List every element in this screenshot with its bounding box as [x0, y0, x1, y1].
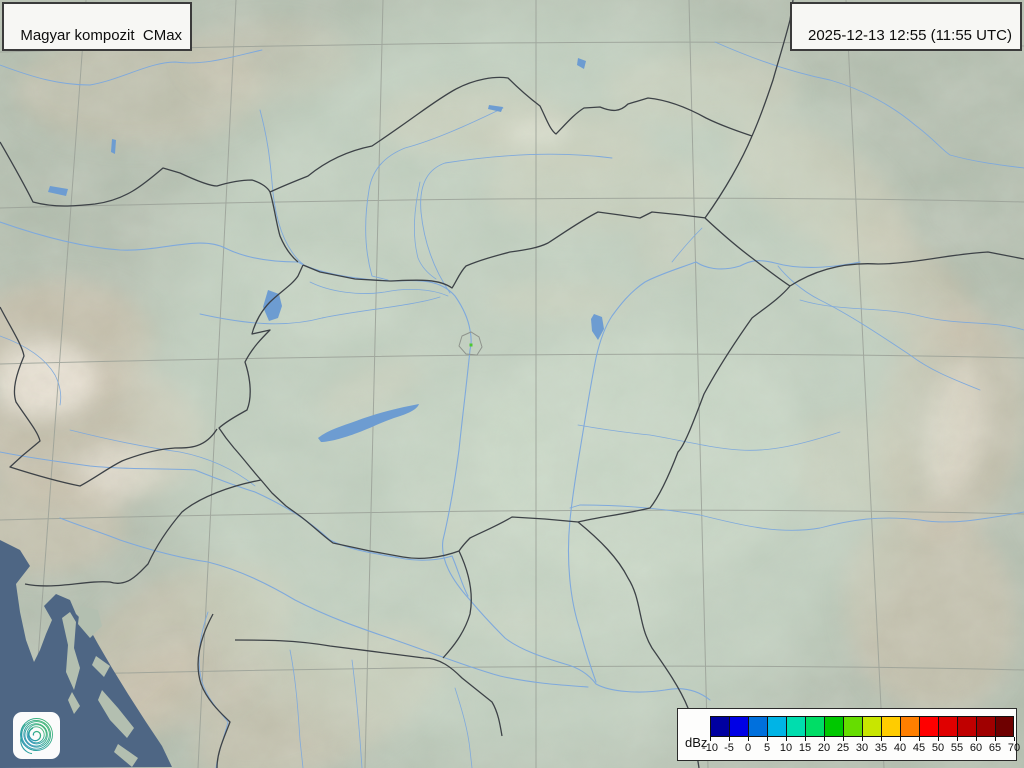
drava-river: [0, 451, 469, 597]
legend-color-cell: [786, 716, 805, 737]
legend-tick-mark: [1014, 737, 1015, 741]
legend-tick-label: 60: [969, 742, 983, 754]
dbz-legend: dBz -10 -5 0 5 10 15 20 25 30 35 40 45 50 55 60 65 70: [677, 708, 1020, 761]
legend-color-cell: [957, 716, 976, 737]
lakes-layer: [48, 58, 604, 442]
legend-color-cell: [729, 716, 748, 737]
timestamp-box: 2025-12-13 12:55 (11:55 UTC): [789, 2, 1022, 51]
product-label-box: Magyar kompozit CMax: [2, 2, 193, 51]
legend-tick-label: 15: [798, 742, 812, 754]
raba-river: [199, 296, 441, 325]
legend-tick-label: 70: [1007, 742, 1021, 754]
legend-tick-label: -5: [724, 742, 734, 754]
legend-tick-label: -10: [702, 742, 718, 754]
legend-color-cell: [843, 716, 862, 737]
legend-tick-label: 30: [855, 742, 869, 754]
sava-river: [59, 517, 589, 688]
legend-color-cell: [995, 716, 1014, 737]
legend-tick-mark: [919, 737, 920, 741]
legend-tick-mark: [767, 737, 768, 741]
hron-river: [420, 153, 613, 294]
legend-tick-label: 45: [912, 742, 926, 754]
legend-color-cell: [881, 716, 900, 737]
timestamp-label: 2025-12-13 12:55 (11:55 UTC): [807, 27, 1012, 44]
vah-river: [365, 107, 504, 281]
legend-tick-mark: [938, 737, 939, 741]
lake-balaton: [318, 404, 419, 442]
adriatic-sea: [0, 540, 172, 768]
adriatic-islands: [62, 606, 138, 767]
radar-coverage-area: [107, 0, 963, 768]
legend-tick-label: 25: [836, 742, 850, 754]
legend-color-cell: [919, 716, 938, 737]
legend-tick-label: 20: [817, 742, 831, 754]
legend-tick-label: 35: [874, 742, 888, 754]
legend-color-cell: [938, 716, 957, 737]
legend-unit-label: dBz: [685, 735, 708, 750]
legend-color-cell: [824, 716, 843, 737]
morava-river: [259, 109, 304, 265]
legend-tick-mark: [995, 737, 996, 741]
legend-color-scale: [710, 716, 1014, 737]
legend-color-cell: [748, 716, 767, 737]
legend-tick-mark: [805, 737, 806, 741]
legend-tick-mark: [710, 737, 711, 741]
hungaromet-spiral-logo-icon: [20, 718, 53, 755]
legend-tick-mark: [786, 737, 787, 741]
danube-river: [0, 221, 711, 701]
legend-tick-mark: [824, 737, 825, 741]
legend-tick-label: 40: [893, 742, 907, 754]
legend-tick-label: 0: [744, 742, 752, 754]
legend-tick-label: 10: [779, 742, 793, 754]
legend-tick-mark: [957, 737, 958, 741]
budapest-city-outline: [458, 331, 483, 356]
legend-tick-mark: [900, 737, 901, 741]
mura-river: [69, 429, 256, 487]
legend-tick-labels: -10 -5 0 5 10 15 20 25 30 35 40 45 50 55 60 65 70: [702, 737, 1020, 759]
legend-tick-label: 50: [931, 742, 945, 754]
legend-tick-mark: [976, 737, 977, 741]
legend-tick-mark: [729, 737, 730, 741]
somes-river: [777, 265, 981, 391]
mures-river: [569, 504, 1024, 531]
legend-color-cell: [767, 716, 786, 737]
legend-tick-label: 55: [950, 742, 964, 754]
met-service-logo: [13, 712, 60, 759]
legend-color-cell: [976, 716, 995, 737]
lake-tisza: [591, 314, 604, 340]
legend-color-cell: [710, 716, 729, 737]
legend-tick-mark: [748, 737, 749, 741]
legend-tick-label: 5: [763, 742, 771, 754]
tisza-river: [567, 260, 861, 683]
legend-tick-mark: [881, 737, 882, 741]
legend-tick-mark: [862, 737, 863, 741]
legend-color-cell: [900, 716, 919, 737]
hungary-border: [218, 211, 791, 559]
legend-tick-label: 65: [988, 742, 1002, 754]
lake-neusiedl: [263, 290, 282, 321]
radar-echo-dot: [469, 343, 473, 347]
legend-color-cell: [862, 716, 881, 737]
product-label: Magyar kompozit CMax: [20, 27, 183, 44]
legend-color-cell: [805, 716, 824, 737]
legend-tick-mark: [843, 737, 844, 741]
